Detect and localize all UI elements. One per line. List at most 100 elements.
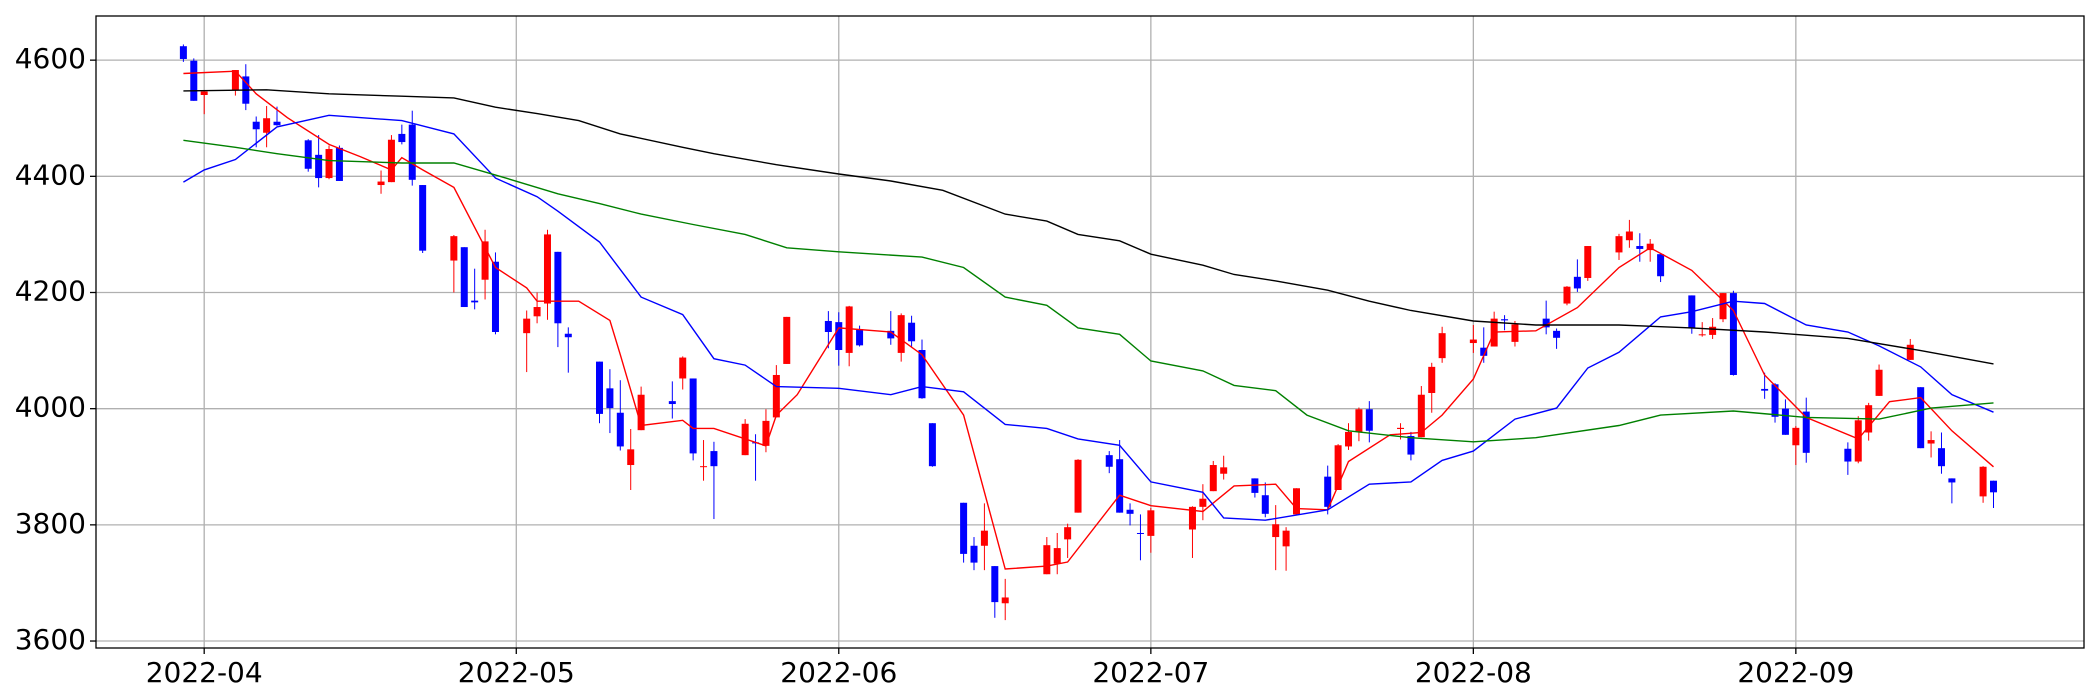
candle-body	[783, 316, 791, 364]
candle-body	[856, 329, 864, 346]
candle-body	[1282, 530, 1290, 547]
candle-body	[481, 241, 489, 280]
candle-body	[450, 236, 458, 261]
candle-body	[1105, 455, 1113, 467]
candle-body	[1116, 459, 1124, 513]
candle-body	[908, 322, 916, 342]
candle-body	[387, 139, 395, 183]
candle-body	[543, 234, 551, 304]
candle-body	[1906, 344, 1914, 360]
candle-body	[1709, 326, 1717, 335]
candle-body	[1407, 435, 1415, 455]
candle-body	[1511, 324, 1519, 342]
x-tick-label: 2022-07	[1092, 656, 1209, 689]
candle-body	[533, 307, 541, 317]
candle-body	[991, 566, 999, 603]
candle-body	[616, 412, 624, 447]
y-tick-label: 3600	[15, 623, 86, 656]
candle-body	[1501, 319, 1509, 321]
candle-body	[1345, 431, 1353, 447]
candle-body	[1043, 545, 1051, 575]
candle-body	[1074, 459, 1082, 513]
candle-body	[1334, 445, 1342, 490]
candle-body	[710, 451, 718, 467]
candle-body	[325, 149, 333, 179]
candle-body	[668, 401, 676, 405]
candle-body	[1428, 366, 1436, 393]
candle-body	[1553, 330, 1561, 338]
candle-body	[252, 121, 260, 130]
candle-body	[1438, 333, 1446, 359]
candle-body	[1573, 276, 1581, 289]
candle-body	[1199, 498, 1207, 507]
candle-body	[1397, 427, 1405, 430]
candle-body	[1917, 387, 1925, 449]
candle-body	[263, 118, 271, 133]
candle-body	[1480, 347, 1488, 356]
candle-body	[1854, 420, 1862, 462]
candle-body	[1927, 440, 1935, 444]
candle-body	[1761, 388, 1769, 391]
candle-body	[1261, 495, 1269, 514]
candle-body	[772, 374, 780, 418]
candle-body	[491, 261, 499, 332]
y-tick-label: 4200	[15, 275, 86, 308]
candle-body	[1188, 506, 1196, 530]
moving-average-line	[183, 89, 1994, 365]
candle-body	[231, 70, 239, 91]
candle-body	[1136, 532, 1144, 534]
candle-body	[1948, 478, 1956, 483]
candle-body	[606, 388, 614, 409]
candle-body	[1844, 448, 1852, 462]
candle-body	[200, 91, 208, 95]
candle-body	[689, 378, 697, 454]
candle-body	[377, 181, 385, 186]
candle-body	[1781, 408, 1789, 435]
candle-body	[887, 330, 895, 339]
candle-body	[627, 449, 635, 466]
candle-body	[1875, 369, 1883, 396]
candle-body	[471, 300, 479, 303]
candle-body	[190, 60, 198, 101]
candle-body	[1001, 597, 1009, 604]
candle-body	[554, 251, 562, 324]
candle-body	[419, 185, 427, 251]
candle-body	[1989, 480, 1997, 493]
candle-body	[1792, 427, 1800, 446]
candle-body	[1584, 246, 1592, 278]
x-tick-label: 2022-04	[146, 656, 263, 689]
candle-body	[637, 394, 645, 431]
candle-body	[1292, 488, 1300, 515]
candle-body	[1729, 293, 1737, 375]
candle-body	[1469, 339, 1477, 344]
candle-body	[304, 140, 312, 169]
candle-body	[700, 466, 708, 468]
candle-body	[835, 322, 843, 351]
candle-body	[1220, 467, 1228, 474]
candle-body	[762, 420, 770, 446]
candle-body	[460, 247, 468, 308]
candle-body	[824, 320, 832, 332]
plot-frame	[95, 15, 2085, 649]
y-tick-label: 4000	[15, 391, 86, 424]
candle-body	[564, 333, 572, 338]
candle-body	[980, 530, 988, 546]
x-tick-label: 2022-08	[1415, 656, 1532, 689]
candle-body	[1625, 231, 1633, 241]
candle-body	[315, 154, 323, 179]
moving-average-line	[183, 114, 1994, 521]
x-tick-label: 2022-06	[780, 656, 897, 689]
y-tick-label: 4400	[15, 158, 86, 191]
candle-body	[897, 315, 905, 353]
candle-body	[408, 124, 416, 180]
candle-body	[1126, 509, 1134, 514]
candle-body	[1802, 411, 1810, 453]
candle-body	[1272, 524, 1280, 538]
candle-body	[1365, 409, 1373, 431]
candle-body	[1771, 384, 1779, 417]
candle-body	[970, 545, 978, 563]
candle-body	[1053, 548, 1061, 564]
candle-body	[335, 147, 343, 181]
